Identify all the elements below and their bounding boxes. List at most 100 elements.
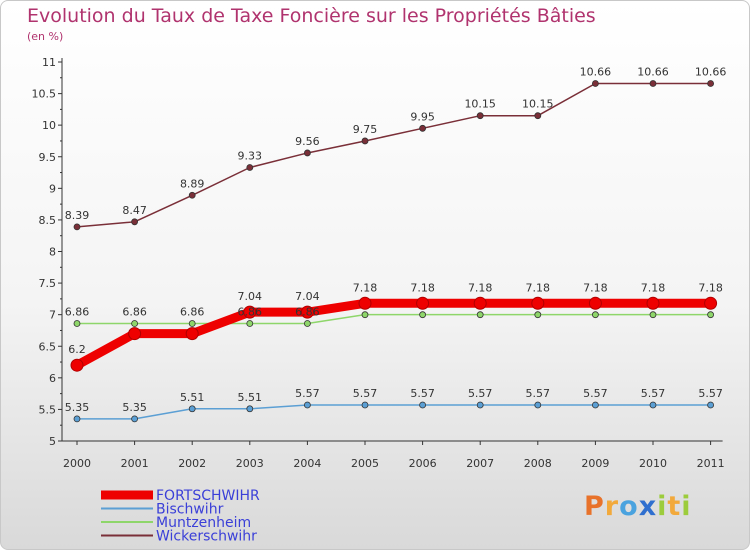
- data-point: [300, 305, 314, 319]
- data-point: [188, 191, 196, 199]
- y-tick-label: 8.5: [39, 214, 57, 227]
- data-label: 10.66: [580, 65, 612, 78]
- data-label: 9.95: [410, 110, 435, 123]
- y-tick-label: 7: [49, 309, 56, 322]
- x-tick-label: 2002: [178, 457, 206, 470]
- x-tick-label: 2008: [524, 457, 552, 470]
- data-point: [416, 296, 430, 310]
- x-tick-label: 2001: [121, 457, 149, 470]
- data-label: 8.89: [180, 177, 205, 190]
- data-point: [707, 80, 714, 87]
- data-point: [246, 405, 254, 413]
- data-point: [592, 311, 599, 319]
- series-line-bischwihr: [77, 404, 711, 420]
- x-tick-label: 2010: [639, 457, 667, 470]
- data-label: 10.15: [464, 98, 496, 111]
- data-point: [303, 401, 311, 409]
- y-tick-label: 10.5: [32, 88, 57, 101]
- data-label: 5.57: [641, 387, 666, 400]
- data-label: 8.39: [65, 209, 90, 222]
- data-point: [185, 327, 199, 341]
- series-line-muntzenheim: [77, 313, 711, 325]
- y-tick-label: 11: [42, 56, 56, 69]
- data-point: [131, 218, 139, 226]
- data-point: [188, 320, 196, 327]
- data-label: 6.86: [295, 306, 320, 319]
- data-label: 9.75: [353, 123, 378, 136]
- y-tick-label: 5: [49, 435, 56, 448]
- x-tick-label: 2003: [236, 457, 264, 470]
- data-point: [73, 223, 81, 231]
- data-label: 6.86: [122, 306, 147, 319]
- data-label: 6.86: [65, 306, 90, 319]
- y-tick-label: 6.5: [39, 340, 57, 353]
- data-label: 5.51: [180, 391, 205, 404]
- x-tick-label: 2007: [466, 457, 494, 470]
- data-point: [592, 401, 599, 409]
- data-label: 6.86: [180, 306, 205, 319]
- logo-letter: i: [681, 491, 692, 522]
- data-label: 7.18: [410, 281, 435, 294]
- data-point: [70, 358, 84, 372]
- y-tick-label: 5.5: [39, 403, 57, 416]
- data-point: [361, 137, 369, 145]
- data-point: [131, 415, 139, 423]
- logo-letter: i: [657, 491, 668, 522]
- x-tick-label: 2009: [581, 457, 609, 470]
- x-tick-label: 2004: [293, 457, 321, 470]
- y-tick-label: 6: [49, 372, 56, 385]
- data-point: [419, 401, 427, 409]
- legend-label: Muntzenheim: [156, 515, 251, 531]
- data-label: 5.35: [122, 401, 147, 414]
- data-point: [419, 124, 427, 132]
- data-label: 7.18: [583, 281, 608, 294]
- series-line-wickerschwihr: [76, 82, 711, 228]
- data-point: [476, 311, 484, 319]
- y-tick-label: 9: [49, 182, 56, 195]
- data-point: [704, 296, 718, 310]
- data-label: 5.57: [526, 387, 551, 400]
- data-label: 10.66: [637, 65, 669, 78]
- data-point: [73, 320, 81, 327]
- data-point: [246, 320, 254, 327]
- data-label: 7.18: [698, 281, 723, 294]
- data-label: 7.18: [468, 281, 493, 294]
- data-point: [707, 311, 714, 319]
- data-label: 5.57: [410, 387, 435, 400]
- data-label: 9.56: [295, 135, 320, 148]
- series-line-fortschwihr: [74, 298, 711, 370]
- logo-letter: t: [667, 491, 682, 522]
- data-label: 10.66: [695, 65, 727, 78]
- data-point: [588, 296, 602, 310]
- data-point: [128, 327, 142, 341]
- data-label: 5.51: [238, 391, 263, 404]
- chart-subtitle: (en %): [27, 30, 64, 43]
- data-label: 7.04: [238, 290, 263, 303]
- data-label: 5.57: [295, 387, 320, 400]
- data-point: [707, 401, 714, 409]
- legend-label: Bischwihr: [156, 502, 224, 518]
- x-tick-label: 2000: [63, 457, 91, 470]
- data-point: [361, 401, 369, 409]
- proxiti-logo: Proxiti: [584, 491, 692, 522]
- data-point: [73, 415, 81, 423]
- data-point: [246, 164, 254, 171]
- data-point: [649, 401, 657, 409]
- x-tick-label: 2011: [697, 457, 725, 470]
- logo-letter: o: [619, 491, 639, 522]
- data-point: [592, 80, 599, 87]
- data-point: [303, 149, 311, 157]
- legend-label: FORTSCHWIHR: [156, 488, 260, 504]
- data-label: 5.57: [468, 387, 493, 400]
- legend-label: Wickerschwihr: [156, 529, 257, 545]
- data-point: [303, 320, 311, 327]
- x-tick-label: 2006: [409, 457, 437, 470]
- y-tick-label: 8: [49, 246, 56, 259]
- chart-title: Evolution du Taux de Taxe Foncière sur l…: [27, 5, 596, 27]
- data-point: [531, 296, 545, 310]
- data-point: [243, 305, 257, 319]
- data-label: 7.04: [295, 290, 320, 303]
- data-point: [419, 311, 427, 319]
- logo-letter: r: [604, 491, 620, 522]
